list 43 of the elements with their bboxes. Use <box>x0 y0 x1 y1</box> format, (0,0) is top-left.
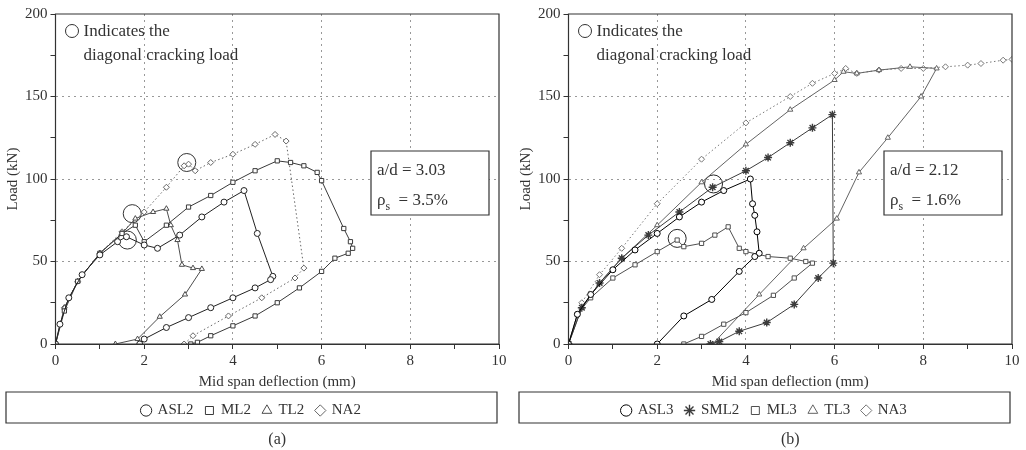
x-tick-label: 2 <box>140 351 148 368</box>
legend-label: ASL2 <box>157 401 194 418</box>
y-tick-label: 150 <box>25 87 48 104</box>
y-tick-label: 200 <box>25 4 48 21</box>
legend-label: NA3 <box>877 401 907 418</box>
y-tick-label: 200 <box>538 4 561 21</box>
x-tick-label: 0 <box>51 351 60 368</box>
annotation: diagonal cracking load <box>83 45 239 64</box>
annotation: a/d = 3.03 <box>377 160 446 179</box>
legend-label: TL3 <box>824 401 851 418</box>
legend-label: ASL3 <box>637 401 674 418</box>
x-tick-label: 4 <box>742 351 751 368</box>
x-tick-label: 2 <box>653 351 661 368</box>
legend-label: ML3 <box>766 401 797 418</box>
x-axis-title: Mid span deflection (mm) <box>711 372 869 390</box>
annotation: a/d = 2.12 <box>890 160 959 179</box>
legend-label: TL2 <box>278 401 305 418</box>
annotation: Indicates the <box>596 21 683 40</box>
y-tick-label: 50 <box>545 252 561 269</box>
x-tick-label: 6 <box>317 351 326 368</box>
y-tick-label: 0 <box>553 334 561 351</box>
y-tick-label: 50 <box>32 252 48 269</box>
x-tick-label: 10 <box>1004 351 1020 368</box>
x-tick-label: 10 <box>491 351 507 368</box>
legend-label: NA2 <box>331 401 361 418</box>
x-tick-label: 0 <box>564 351 573 368</box>
y-tick-label: 0 <box>40 334 48 351</box>
text: (a) <box>268 430 287 448</box>
x-tick-label: 6 <box>830 351 839 368</box>
x-axis-title: Mid span deflection (mm) <box>198 372 356 390</box>
y-tick-label: 100 <box>538 169 561 186</box>
y-tick-label: 150 <box>538 87 561 104</box>
y-tick-label: 100 <box>25 169 48 186</box>
y-axis-title: Load (kN) <box>3 147 21 211</box>
annotation: Indicates the <box>83 21 170 40</box>
legend-label: ML2 <box>220 401 251 418</box>
x-tick-label: 8 <box>919 351 928 368</box>
x-tick-label: 8 <box>406 351 415 368</box>
annotation: diagonal cracking load <box>596 45 752 64</box>
legend-label: SML2 <box>701 401 740 418</box>
x-tick-label: 4 <box>229 351 238 368</box>
text: (b) <box>780 430 800 448</box>
y-axis-title: Load (kN) <box>516 147 534 211</box>
